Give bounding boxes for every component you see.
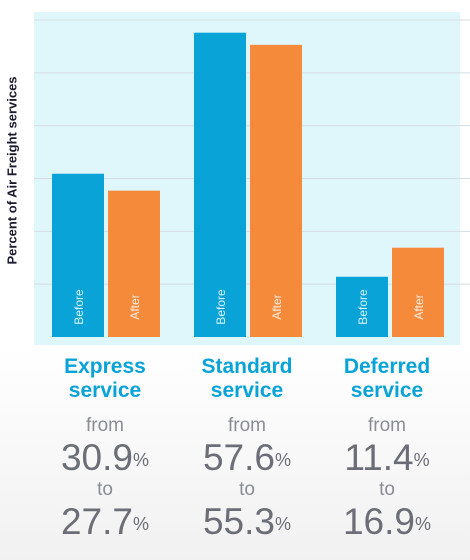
express-to-number: 27.7 [60,501,133,542]
bar-express-after [108,190,160,337]
y-axis-label: Percent of Air Freight services [4,75,20,265]
standard-to-word: to [239,479,255,500]
bar-deferred-after [392,247,444,337]
express-from-value: 30.9% [34,439,176,477]
bar-chart: Before After Before After Before After [34,12,470,345]
standard-to-value: 55.3% [176,503,318,541]
deferred-to-value: 16.9% [316,503,458,541]
deferred-title-line1: Deferred [343,355,431,378]
express-from-word: from [86,415,124,436]
bar-express-before [52,173,104,337]
standard-from-value: 57.6% [176,439,318,477]
standard-service-title: Standard service [176,355,318,403]
standard-from-word: from [228,415,266,436]
standard-from-number: 57.6 [202,437,275,478]
deferred-to-number: 16.9 [342,501,415,542]
deferred-service-title: Deferred service [316,355,458,403]
express-service-title: Express service [34,355,176,403]
express-from-number: 30.9 [60,437,133,478]
bar-label-after: After [412,294,426,319]
percent-sign: % [413,450,430,470]
bar-label-before: Before [214,289,228,325]
bar-label-after: After [270,294,284,319]
express-to-word: to [97,479,113,500]
express-to-value: 27.7% [34,503,176,541]
deferred-from-value: 11.4% [316,439,458,477]
express-title-line1: Express [64,355,146,378]
y-axis-label-wrap: Percent of Air Freight services [2,42,22,298]
standard-title-line2: service [210,379,284,402]
standard-summary: Standard service from 57.6% to 55.3% [176,355,318,541]
percent-sign: % [415,514,432,534]
percent-sign: % [275,514,292,534]
deferred-from-number: 11.4 [344,437,414,478]
percent-sign: % [133,514,150,534]
standard-title-line1: Standard [201,355,293,378]
bar-label-before: Before [356,289,370,325]
deferred-summary: Deferred service from 11.4% to 16.9% [316,355,458,541]
bar-deferred-before [336,276,388,337]
percent-sign: % [275,450,292,470]
bar-standard-before [194,32,246,338]
express-title-line2: service [68,379,142,402]
bar-standard-after [250,44,302,337]
deferred-title-line2: service [350,379,424,402]
percent-sign: % [133,450,150,470]
bar-label-before: Before [72,289,86,325]
bar-label-after: After [128,294,142,319]
standard-to-number: 55.3 [202,501,275,542]
deferred-to-word: to [379,479,395,500]
deferred-from-word: from [368,415,406,436]
express-summary: Express service from 30.9% to 27.7% [34,355,176,541]
